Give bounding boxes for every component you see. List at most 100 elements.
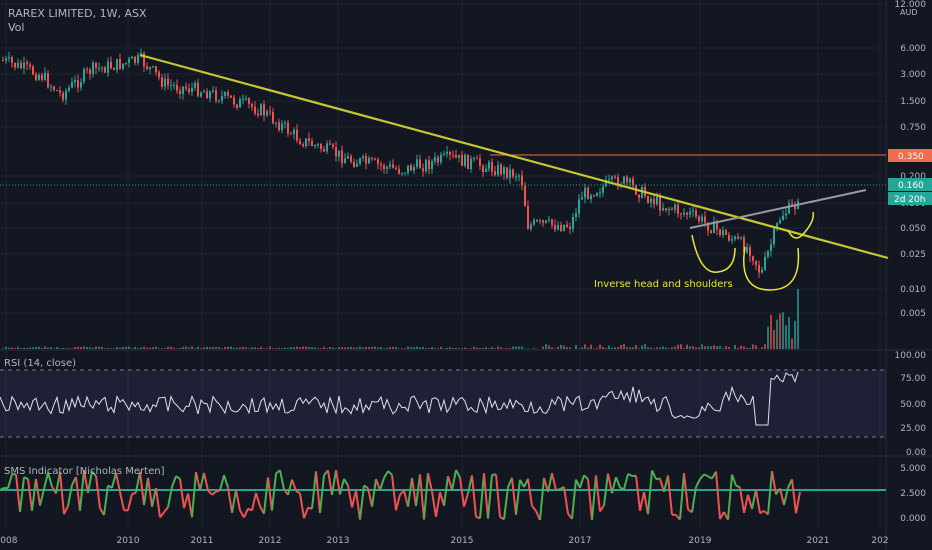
sms-segment <box>403 490 409 508</box>
sms-segment <box>287 479 293 496</box>
x-tick-label: 2011 <box>191 536 214 546</box>
volume-bar <box>413 347 415 349</box>
candle-body <box>71 82 73 88</box>
volume-bar <box>125 346 127 349</box>
sms-segment <box>747 494 753 510</box>
sms-title: SMS Indicator [Nicholas Merten] <box>4 466 165 477</box>
sms-segment <box>511 477 517 515</box>
sms-segment <box>351 490 357 508</box>
volume-bar <box>146 347 148 349</box>
volume-bar <box>512 346 514 349</box>
sms-segment <box>547 473 553 493</box>
sms-segment <box>195 471 201 491</box>
sms-segment <box>75 476 81 511</box>
volume-bar <box>770 314 772 349</box>
volume-bar <box>197 346 199 349</box>
resistance-price-label: 0.350 <box>898 152 924 162</box>
sms-segment <box>755 489 761 514</box>
volume-bar <box>518 346 520 349</box>
sms-segment <box>783 487 789 506</box>
volume-bar <box>326 348 328 349</box>
volume-bar <box>392 347 394 349</box>
volume-bar <box>311 347 313 349</box>
candle-body <box>758 264 760 273</box>
y-tick-label: 3.000 <box>900 70 926 80</box>
candle-body <box>668 208 670 211</box>
candle-body <box>539 220 541 222</box>
volume-bar <box>479 348 481 349</box>
sms-segment <box>63 505 69 515</box>
candle-body <box>206 91 208 99</box>
volume-bar <box>104 348 106 349</box>
sms-segment <box>331 470 337 496</box>
volume-bar <box>506 348 508 349</box>
volume-bar <box>53 348 55 349</box>
volume-bar <box>68 348 70 349</box>
candle-body <box>527 206 529 230</box>
sms-segment <box>603 473 609 506</box>
volume-bar <box>71 348 73 349</box>
candle-body <box>533 220 535 225</box>
sms-segment <box>487 474 493 519</box>
sms-segment <box>39 488 45 506</box>
candle-body <box>83 69 85 82</box>
sms-segment <box>795 491 801 514</box>
volume-bar <box>431 347 433 349</box>
volume-bar <box>440 346 442 349</box>
candle-body <box>446 152 448 154</box>
candle-body <box>209 91 211 99</box>
candle-body <box>677 204 679 214</box>
sms-segment <box>203 472 209 491</box>
sms-segment <box>143 477 149 506</box>
y-tick-label: 0.750 <box>900 123 926 133</box>
candle-body <box>44 73 46 80</box>
candle-body <box>488 161 490 169</box>
sms-segment <box>55 471 61 494</box>
sms-segment <box>239 509 245 518</box>
candle-body <box>452 154 454 156</box>
candle-body <box>365 156 367 164</box>
sms-segment <box>171 475 177 488</box>
candle-body <box>464 154 466 166</box>
sms-segment <box>159 511 165 519</box>
candle-body <box>341 150 343 164</box>
volume-bar <box>359 346 361 349</box>
candle-body <box>653 198 655 205</box>
sms-segment <box>691 486 697 513</box>
volume-bar <box>659 347 661 349</box>
candle-body <box>68 87 70 91</box>
candle-body <box>77 80 79 88</box>
volume-bar <box>710 346 712 349</box>
volume-bar <box>185 346 187 349</box>
sms-segment <box>183 493 189 509</box>
candle-body <box>89 69 91 75</box>
candle-body <box>515 176 517 178</box>
sms-segment <box>83 470 89 494</box>
downtrend-line <box>139 53 889 260</box>
volume-bar <box>794 320 796 349</box>
candle-body <box>689 211 691 215</box>
candle-body <box>26 62 28 65</box>
volume-bar <box>449 347 451 349</box>
candle-body <box>695 210 697 217</box>
sms-segment <box>35 478 41 506</box>
volume-bar <box>248 348 250 349</box>
sms-segment <box>667 475 673 515</box>
sms-segment <box>451 469 457 491</box>
sms-segment <box>703 473 709 478</box>
candle-body <box>101 67 103 69</box>
volume-bar <box>428 347 430 349</box>
candle-body <box>107 61 109 73</box>
candle-body <box>62 92 64 100</box>
volume-bar <box>548 345 550 349</box>
candle-body <box>131 56 133 59</box>
candle-body <box>197 82 199 97</box>
volume-bar <box>575 345 577 349</box>
candle-body <box>518 175 520 177</box>
sms-segment <box>735 484 741 489</box>
volume-bar <box>98 346 100 349</box>
sms-segment <box>19 477 25 513</box>
volume-bar <box>281 348 283 349</box>
chart-title: RAREX LIMITED, 1W, ASX <box>8 7 147 20</box>
candle-body <box>605 179 607 187</box>
